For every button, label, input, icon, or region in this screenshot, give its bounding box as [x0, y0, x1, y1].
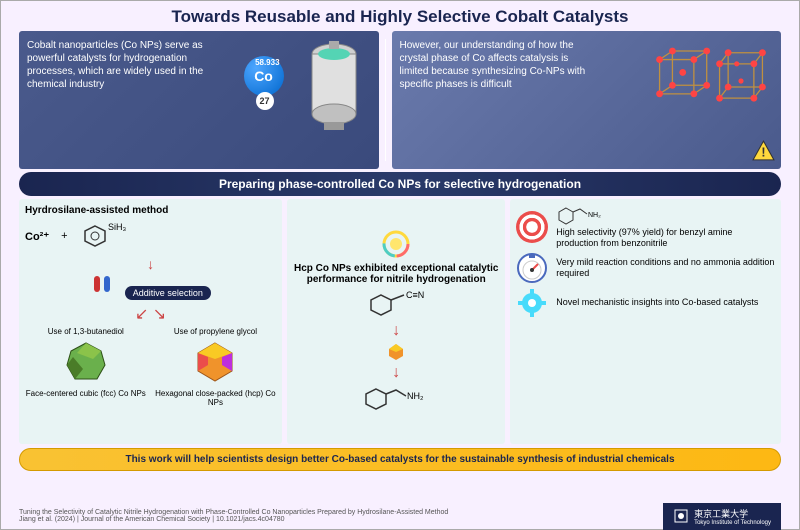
arrow-down-icon: ↓	[25, 256, 276, 272]
gauge-icon	[516, 252, 548, 284]
cobalt-symbol: Co	[254, 68, 273, 84]
benefit-row: Very mild reaction conditions and no amm…	[516, 252, 775, 284]
benefit-row: Novel mechanistic insights into Co-based…	[516, 287, 775, 319]
benefit-2-text: Very mild reaction conditions and no amm…	[556, 257, 775, 279]
path2-text: Use of propylene glycol	[155, 327, 277, 336]
plus-sign: +	[61, 230, 67, 242]
gear-icon	[516, 287, 548, 319]
cobalt-circle-icon: 58.933 Co 27	[244, 56, 284, 96]
svg-text:NH₂: NH₂	[588, 212, 601, 219]
cobalt-mass: 58.933	[255, 58, 279, 67]
warning-icon: !	[751, 139, 776, 164]
reactor-vessel-icon	[304, 39, 364, 134]
intro-divider	[385, 39, 386, 161]
pathway-fcc: Use of 1,3-butanediol Face-centered cubi…	[25, 327, 147, 407]
pathway-split: Use of 1,3-butanediol Face-centered cubi…	[25, 327, 276, 407]
cobalt-number: 27	[256, 92, 274, 110]
reaction-formula: Co²⁺ + SiH₃	[25, 220, 276, 252]
citation-title: Tuning the Selectivity of Catalytic Nitr…	[19, 509, 448, 516]
intro-left-text: Cobalt nanoparticles (Co NPs) serve as p…	[27, 39, 216, 161]
hcp-label: Hexagonal close-packed (hcp) Co NPs	[155, 389, 277, 407]
pathway-hcp: Use of propylene glycol Hexagonal close-…	[155, 327, 277, 407]
benefits-panel: NH₂ High selectivity (97% yield) for ben…	[510, 199, 781, 444]
benefit-1-text: High selectivity (97% yield) for benzyl …	[556, 227, 732, 248]
reactant-co: Co²⁺	[25, 230, 49, 243]
benzylamine-icon: NH₂	[361, 384, 431, 414]
institution-jp: 東京工業大学	[694, 507, 771, 520]
synthesis-method-panel: Hyrdrosilane-assisted method Co²⁺ + SiH₃…	[19, 199, 282, 444]
test-tubes-icon: Additive selection	[25, 274, 276, 302]
citation-ref: Jiang et al. (2024) | Journal of the Ame…	[19, 516, 448, 523]
performance-title: Hcp Co NPs exhibited exceptional catalyt…	[293, 263, 499, 285]
catalyst-np-icon	[386, 342, 406, 362]
main-title: Towards Reusable and Highly Selective Co…	[1, 1, 799, 31]
benzene-sih3-icon: SiH₃	[80, 220, 130, 252]
synthesis-title: Hyrdrosilane-assisted method	[25, 205, 276, 216]
performance-panel: Hcp Co NPs exhibited exceptional catalyt…	[287, 199, 505, 444]
institution-logo-icon	[673, 508, 689, 524]
benefit-row: NH₂ High selectivity (97% yield) for ben…	[516, 205, 775, 249]
medal-icon	[382, 230, 410, 258]
benefit-3-text: Novel mechanistic insights into Co-based…	[556, 297, 758, 308]
sih3-label: SiH₃	[108, 222, 127, 232]
cobalt-element-badge: 58.933 Co 27	[244, 56, 284, 96]
additive-selection-label: Additive selection	[125, 286, 211, 300]
intro-right-panel: However, our understanding of how the cr…	[392, 31, 781, 169]
svg-text:C≡N: C≡N	[406, 290, 424, 300]
path1-text: Use of 1,3-butanediol	[25, 327, 147, 336]
hcp-shape-icon	[192, 339, 238, 385]
conclusion-banner: This work will help scientists design be…	[19, 448, 781, 471]
intro-right-text: However, our understanding of how the cr…	[400, 39, 587, 161]
intro-left-panel: Cobalt nanoparticles (Co NPs) serve as p…	[19, 31, 379, 169]
product-molecule-icon: NH₂	[556, 205, 606, 227]
section-banner: Preparing phase-controlled Co NPs for se…	[19, 172, 781, 196]
main-content: Hyrdrosilane-assisted method Co²⁺ + SiH₃…	[1, 199, 799, 444]
hydrogenation-reaction: C≡N ↓ ↓ NH₂	[361, 290, 431, 414]
infographic-container: Towards Reusable and Highly Selective Co…	[0, 0, 800, 530]
fcc-shape-icon	[63, 339, 109, 385]
benzonitrile-icon: C≡N	[366, 290, 426, 320]
footer: Tuning the Selectivity of Catalytic Nitr…	[1, 503, 799, 529]
citation-block: Tuning the Selectivity of Catalytic Nitr…	[19, 509, 448, 523]
institution-en: Tokyo Institute of Technology	[694, 520, 771, 526]
intro-section: Cobalt nanoparticles (Co NPs) serve as p…	[1, 31, 799, 169]
institution-badge: 東京工業大学 Tokyo Institute of Technology	[663, 503, 781, 530]
crystal-lattice-icon	[651, 41, 771, 121]
fcc-label: Face-centered cubic (fcc) Co NPs	[25, 389, 147, 398]
svg-text:!: !	[761, 146, 765, 160]
target-icon	[516, 211, 548, 243]
svg-text:NH₂: NH₂	[407, 391, 424, 401]
